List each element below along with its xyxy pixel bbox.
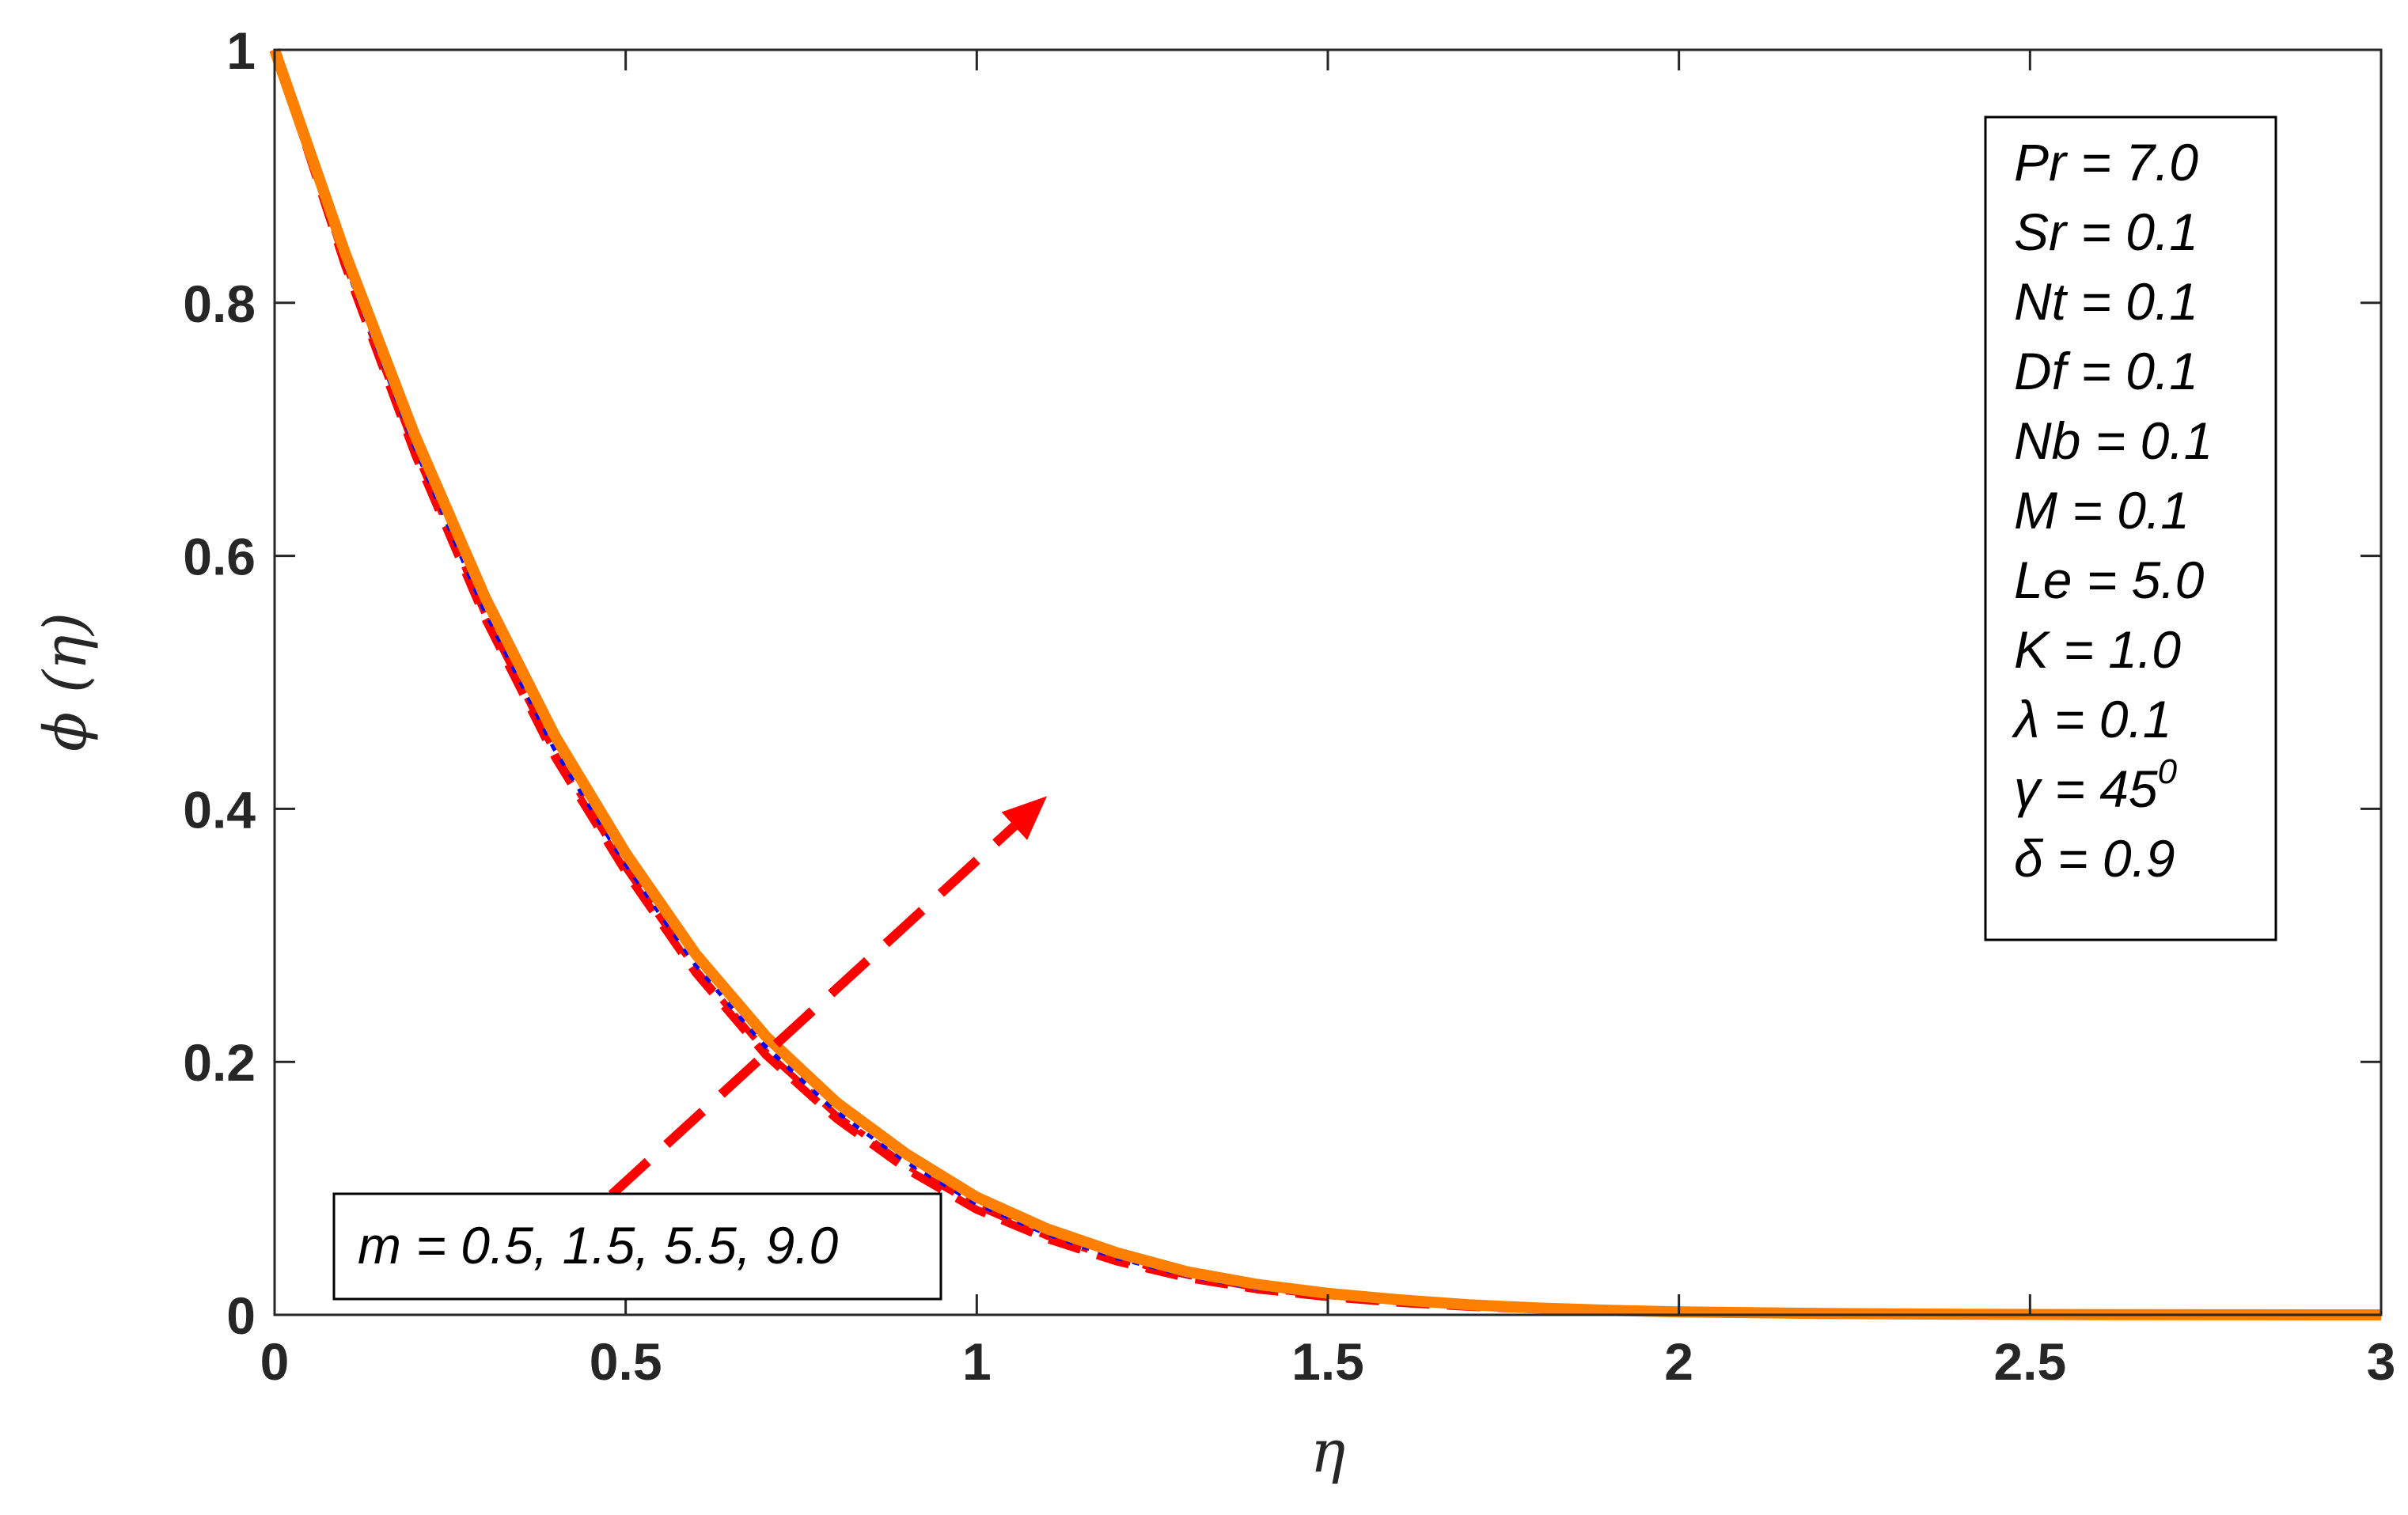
y-tick-label: 0 (226, 1286, 256, 1345)
info-line: Le = 5.0 (2014, 551, 2205, 609)
trend-arrow-shaft (608, 822, 1018, 1199)
param-box: m = 0.5, 1.5, 5.5, 9.0 (332, 1192, 942, 1301)
info-box: Pr = 7.0 Sr = 0.1 Nt = 0.1 Df = 0.1 Nb = 0.1… (1984, 116, 2277, 941)
x-tick-label: 2.5 (1993, 1332, 2066, 1391)
x-tick-label: 2 (1664, 1332, 1693, 1391)
y-tick-label: 0.4 (183, 780, 256, 839)
param-box-frame (332, 1192, 942, 1301)
info-line: Nb = 0.1 (2014, 411, 2213, 470)
y-tick-label: 0.6 (183, 528, 256, 586)
ticks-group (273, 48, 2383, 1316)
info-line: λ = 0.1 (2012, 690, 2171, 748)
info-line: Df = 0.1 (2014, 342, 2198, 400)
curves-group (269, 47, 2382, 1320)
x-tick-label: 0 (260, 1332, 290, 1391)
param-box-text: m = 0.5, 1.5, 5.5, 9.0 (358, 1216, 839, 1274)
x-tick-label: 0.5 (590, 1332, 662, 1391)
x-tick-label: 1 (962, 1332, 992, 1391)
info-box-frame (1984, 116, 2277, 941)
x-tick-label: 3 (2367, 1332, 2396, 1391)
x-axis-title: η (1310, 1418, 1345, 1486)
x-tick-label: 1.5 (1291, 1332, 1364, 1391)
series-line-4 (269, 47, 2382, 1320)
info-line: γ = 450 (2014, 752, 2178, 818)
info-line: Sr = 0.1 (2014, 203, 2198, 261)
info-line-superscript: 0 (2158, 752, 2178, 791)
tick-labels-group: 0 0.5 1 1.5 2 2.5 3 0 0.2 0.4 0.6 0.8 1 (183, 21, 2395, 1391)
y-tick-label: 0.8 (183, 275, 256, 333)
y-tick-label: 0.2 (183, 1033, 256, 1092)
info-line: Pr = 7.0 (2014, 133, 2198, 191)
y-tick-label: 1 (226, 21, 256, 80)
info-line: δ = 0.9 (2014, 829, 2175, 888)
info-line: Nt = 0.1 (2014, 272, 2198, 331)
info-line: K = 1.0 (2014, 620, 2181, 679)
info-line: M = 0.1 (2014, 481, 2190, 540)
arrow-group (608, 796, 1048, 1199)
trend-arrow-head (1001, 796, 1048, 840)
info-lines: Pr = 7.0 Sr = 0.1 Nt = 0.1 Df = 0.1 Nb = 0.1… (2012, 133, 2213, 888)
y-axis-title: ϕ (η) (32, 612, 100, 752)
